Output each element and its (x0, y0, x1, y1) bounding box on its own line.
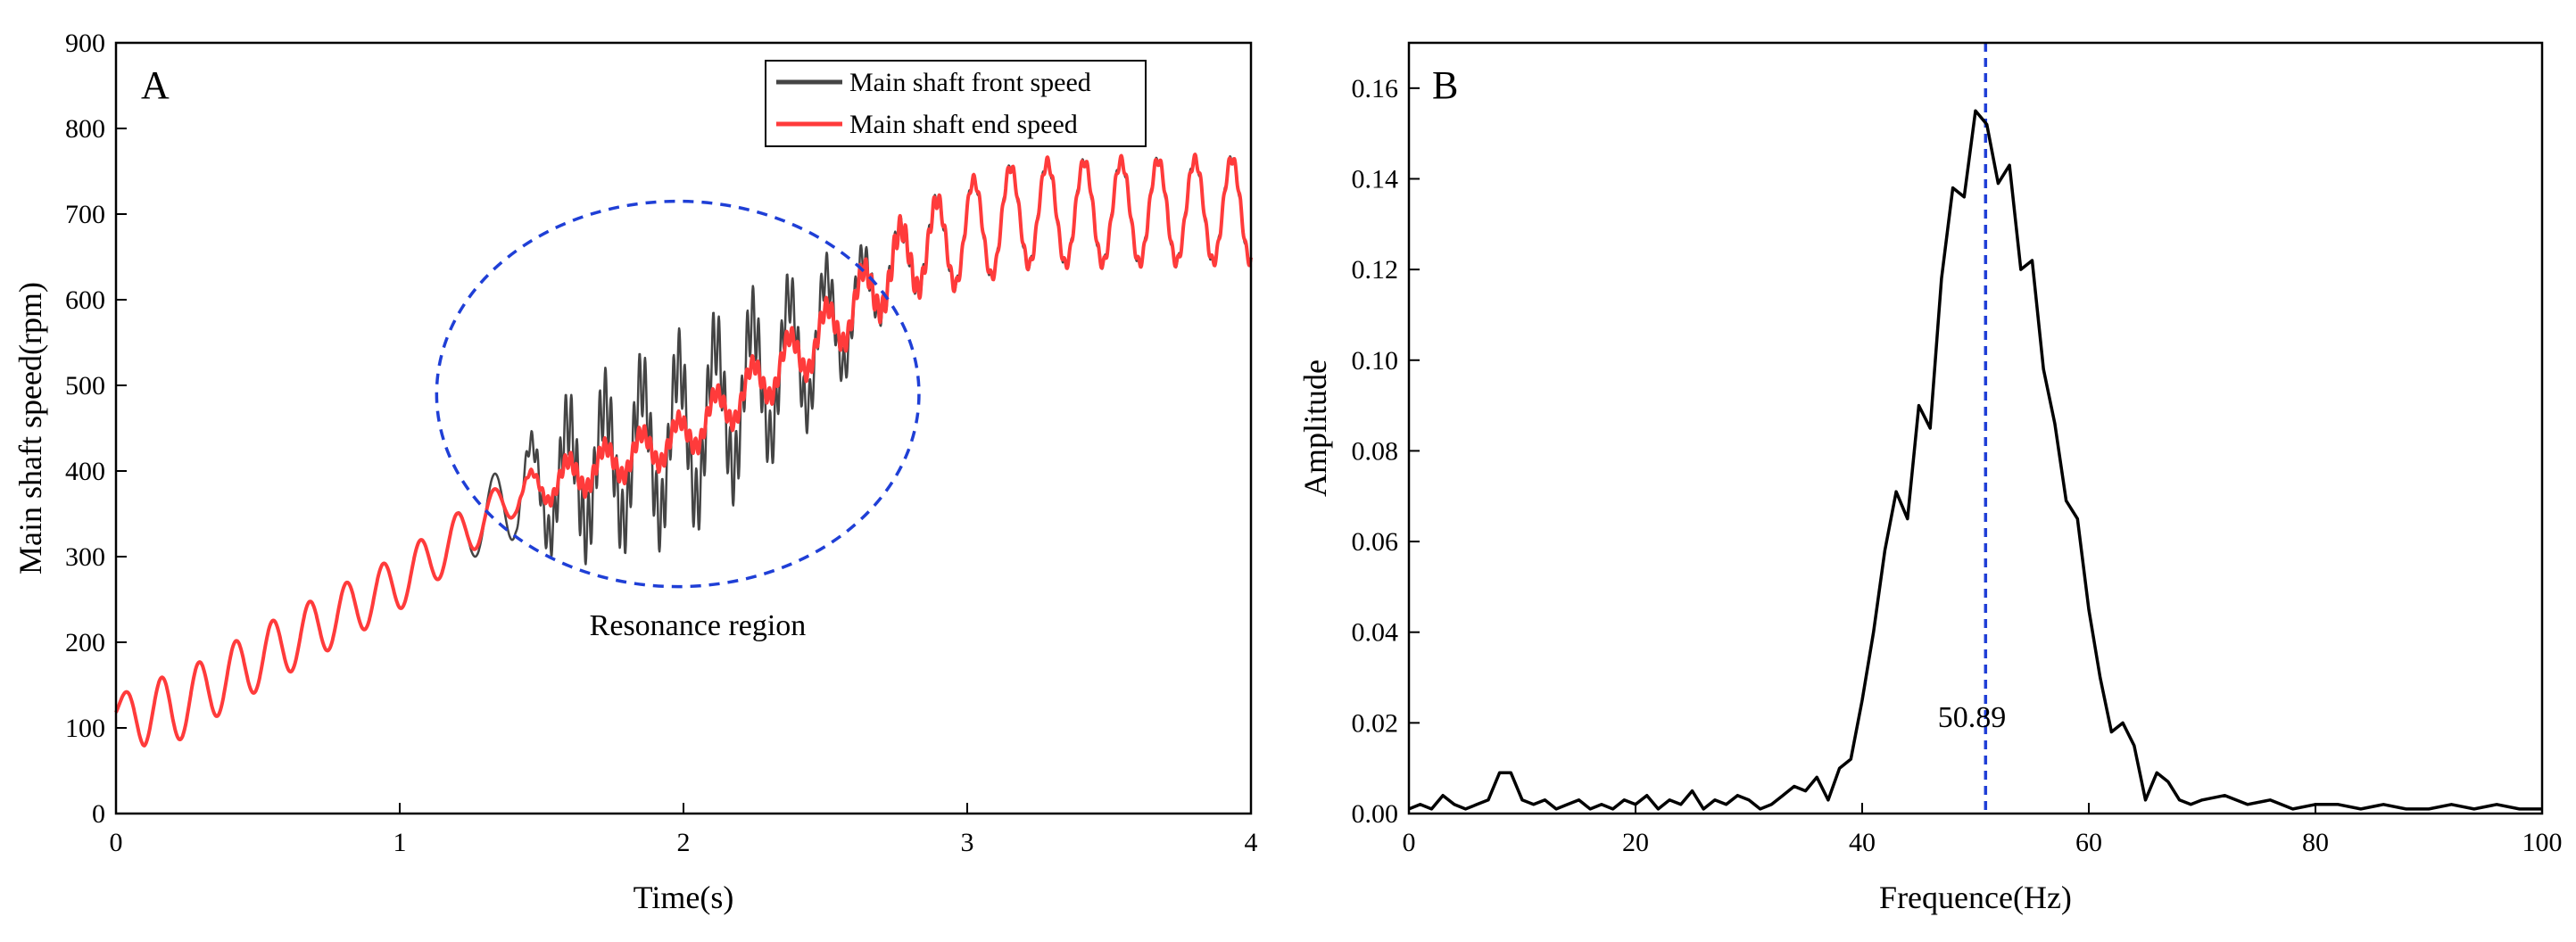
panel-a: 0 1 2 3 4 0 100 200 300 400 500 600 700 800 900 A Res… (12, 29, 1258, 915)
panel-b-x-tick-label: 60 (2075, 828, 2102, 857)
panel-a-y-tick-label: 500 (65, 371, 105, 401)
panel-a-x-axis-label: Time(s) (634, 880, 734, 915)
panel-a-legend: Main shaft front speed Main shaft end sp… (765, 60, 1147, 147)
panel-b: 0 20 40 60 80 100 0.00 0.02 0.04 0.06 0.08 0.10 0.1… (1297, 41, 2563, 915)
panel-a-x-tick-label: 1 (393, 828, 407, 857)
legend-box (765, 60, 1147, 147)
panel-b-y-tick-label: 0.10 (1352, 346, 1399, 376)
legend-label-front-speed: Main shaft front speed (849, 68, 1091, 97)
panel-a-y-tick-label: 400 (65, 457, 105, 486)
panel-b-y-tick-label: 0.06 (1352, 527, 1399, 557)
panel-b-y-axis-label: Amplitude (1297, 359, 1333, 497)
panel-a-y-tick-label: 900 (65, 29, 105, 58)
panel-a-y-ticks: 0 100 200 300 400 500 600 700 800 900 (65, 29, 127, 829)
panel-b-y-ticks: 0.00 0.02 0.04 0.06 0.08 0.10 0.12 0.14 0.16 (1352, 74, 1420, 829)
end-speed-line (114, 153, 1253, 748)
panel-b-y-tick-label: 0.08 (1352, 436, 1399, 466)
panel-a-x-ticks: 0 1 2 3 4 (110, 803, 1258, 857)
panel-a-series-group (114, 153, 1253, 748)
resonance-region-label: Resonance region (590, 609, 807, 642)
panel-b-x-ticks: 0 20 40 60 80 100 (1403, 803, 2563, 857)
panel-b-plot-frame (1407, 41, 2544, 815)
panel-a-y-tick-label: 700 (65, 200, 105, 229)
panel-b-letter: B (1432, 63, 1458, 107)
panel-a-y-tick-label: 300 (65, 542, 105, 572)
amplitude-spectrum-line (1408, 109, 2542, 811)
panel-b-x-tick-label: 80 (2302, 828, 2329, 857)
panel-a-x-tick-label: 4 (1245, 828, 1258, 857)
panel-a-x-tick-label: 0 (110, 828, 123, 857)
panel-a-y-tick-label: 600 (65, 285, 105, 315)
panel-b-x-tick-label: 20 (1622, 828, 1649, 857)
panel-a-x-tick-label: 2 (677, 828, 691, 857)
panel-a-y-tick-label: 0 (92, 799, 105, 829)
panel-a-y-axis-label: Main shaft speed(rpm) (12, 282, 48, 574)
panel-b-y-tick-label: 0.12 (1352, 255, 1399, 285)
front-speed-line (114, 153, 1253, 748)
panel-a-letter: A (141, 63, 170, 107)
panel-b-y-tick-label: 0.16 (1352, 74, 1399, 103)
panel-b-y-tick-label: 0.02 (1352, 708, 1399, 738)
panel-b-x-axis-label: Frequence(Hz) (1879, 880, 2072, 915)
resonance-region-ellipse (435, 199, 921, 589)
panel-b-x-tick-label: 0 (1403, 828, 1416, 857)
panel-b-x-tick-label: 100 (2522, 828, 2563, 857)
legend-label-end-speed: Main shaft end speed (849, 110, 1078, 139)
panel-a-y-tick-label: 100 (65, 714, 105, 743)
panel-a-y-tick-label: 800 (65, 114, 105, 144)
panel-a-y-tick-label: 200 (65, 628, 105, 657)
panel-b-y-tick-label: 0.00 (1352, 799, 1399, 829)
panel-a-x-tick-label: 3 (961, 828, 974, 857)
peak-frequency-label: 50.89 (1938, 701, 2007, 734)
panel-b-x-tick-label: 40 (1849, 828, 1876, 857)
panel-b-y-tick-label: 0.04 (1352, 618, 1399, 648)
panel-b-y-tick-label: 0.14 (1352, 164, 1399, 194)
